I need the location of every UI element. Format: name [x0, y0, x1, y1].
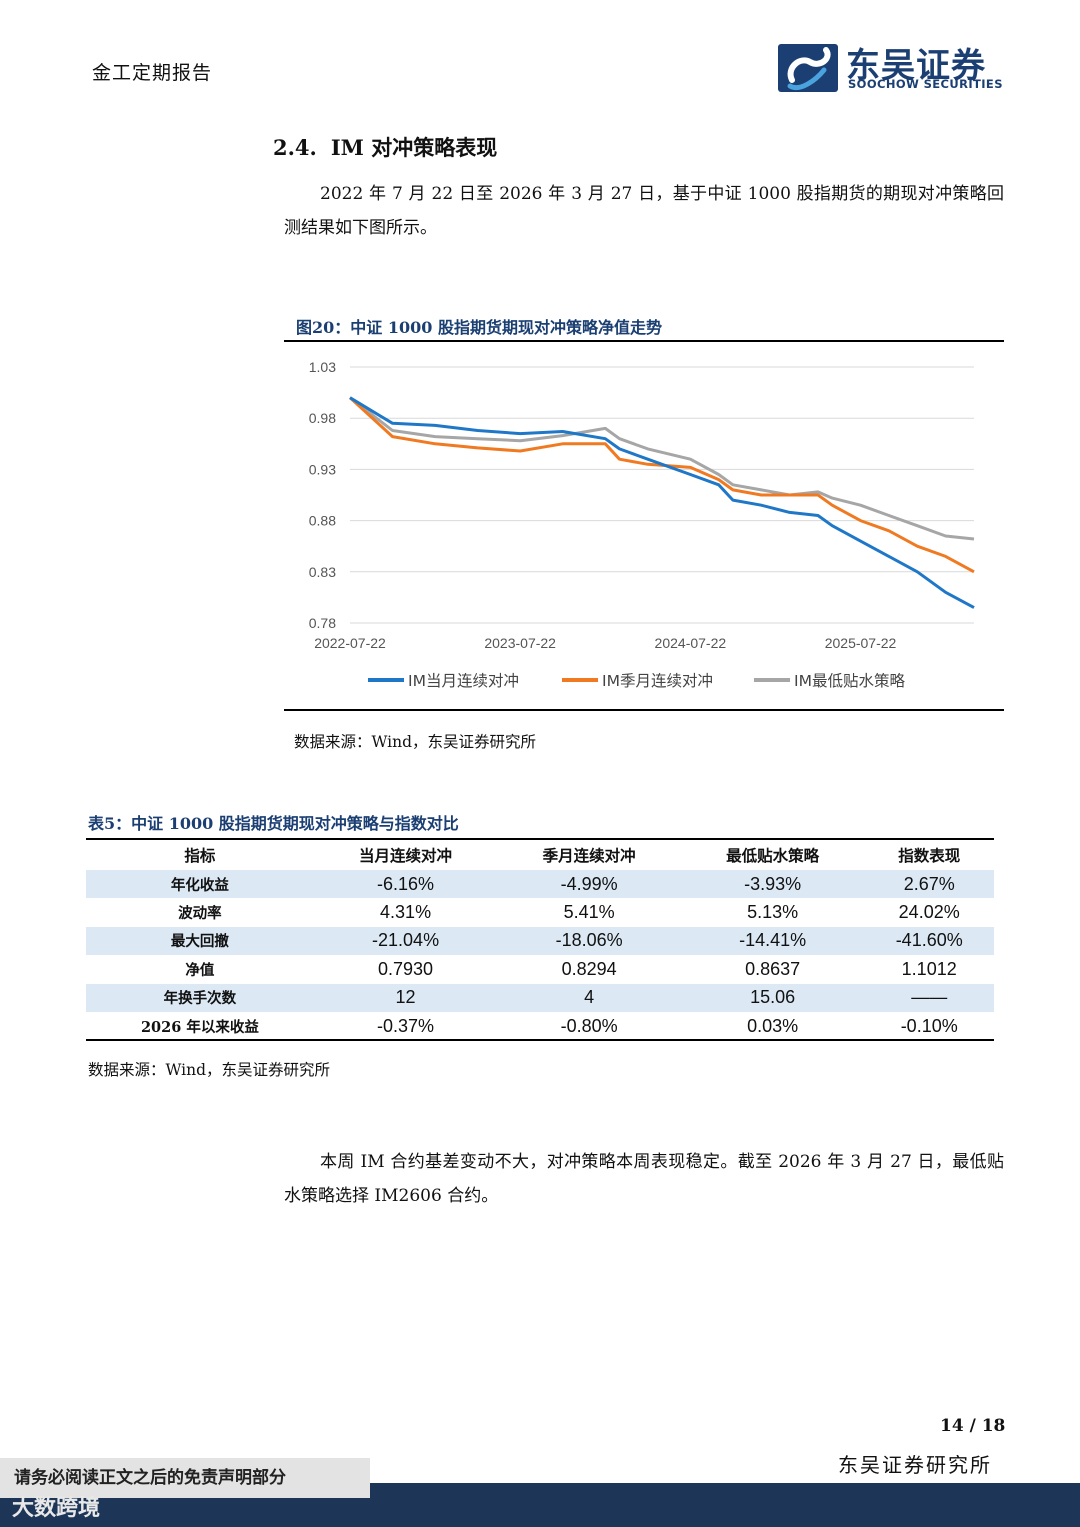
row-label: 净值 [185, 961, 215, 979]
table-cell: -14.41% [680, 926, 865, 956]
y-tick-label: 0.93 [309, 461, 336, 477]
table-cell: 0.8294 [561, 958, 617, 979]
legend-label: IM最低贴水策略 [794, 672, 905, 690]
table-cell: 1.1012 [901, 958, 957, 979]
brand-name-cn: 东吴证券 [846, 46, 986, 86]
y-tick-label: 1.03 [309, 359, 336, 375]
table-cell: 0.8637 [745, 958, 801, 979]
table-cell: 2.67% [864, 870, 994, 899]
report-type-label: 金工定期报告 [92, 62, 213, 84]
table-cell: 4 [497, 983, 681, 1012]
y-tick-label: 0.78 [309, 615, 336, 631]
table-cell: -0.10% [900, 1015, 958, 1036]
row-label: 年换手次数 [86, 983, 314, 1012]
section-heading: 2.4. IM 对冲策略表现 [273, 132, 497, 162]
table-row: 2026 年以来收益 -0.37% -0.80% 0.03% -0.10% [86, 1012, 994, 1040]
table-row: 最大回撤 -21.04% -18.06% -14.41% -41.60% [86, 926, 994, 956]
chart-series [348, 396, 975, 609]
figure-title: 图20：中证 1000 股指期货期现对冲策略净值走势 [296, 318, 662, 337]
series-line-1 [348, 396, 975, 574]
footer-org: 东吴证券研究所 [838, 1453, 992, 1477]
legend-label: IM当月连续对冲 [408, 672, 519, 690]
row-label: 最大回撤 [86, 926, 314, 956]
table-cell: 0.7930 [378, 958, 434, 979]
x-tick-label: 2022-07-22 [314, 635, 386, 651]
page-number: 14 / 18 [940, 1416, 1006, 1436]
y-tick-label: 0.88 [309, 513, 336, 529]
comparison-table: 指标 当月连续对冲 季月连续对冲 最低贴水策略 指数表现 年化收益 -6.16%… [86, 840, 994, 1040]
chart-grid [350, 366, 974, 624]
table-title: 表5：中证 1000 股指期货期现对冲策略与指数对比 [88, 814, 459, 833]
y-tick-label: 0.98 [309, 410, 336, 426]
section-number: 2.4. [273, 135, 317, 160]
table-cell: -41.60% [864, 926, 994, 956]
table-cell: -0.37% [377, 1015, 435, 1036]
figure-bottom-rule [284, 709, 1004, 711]
y-axis: 1.03 0.98 0.93 0.88 0.83 0.78 [309, 359, 336, 631]
table-cell: 15.06 [680, 983, 865, 1012]
table-cell: 0.03% [747, 1015, 799, 1036]
table-cell: 4.31% [380, 902, 432, 923]
table-cell: -0.80% [560, 1015, 618, 1036]
x-tick-label: 2025-07-22 [825, 635, 897, 651]
header-cell: 指数表现 [898, 846, 961, 865]
table-bottom-rule [86, 1039, 994, 1041]
intro-paragraph: 2022 年 7 月 22 日至 2026 年 3 月 27 日，基于中证 10… [284, 184, 1004, 238]
conclusion-paragraph: 本周 IM 合约基差变动不大，对冲策略本周表现稳定。截至 2026 年 3 月 … [284, 1152, 1004, 1206]
brand-name-en: SOOCHOW SECURITIES [848, 77, 1003, 91]
table-cell: 12 [313, 983, 498, 1012]
section-title: IM 对冲策略表现 [330, 135, 498, 160]
x-tick-label: 2023-07-22 [484, 635, 556, 651]
row-label: 年化收益 [86, 870, 314, 899]
table-row: 净值 0.7930 0.8294 0.8637 1.1012 [86, 955, 994, 983]
x-axis: 2022-07-22 2023-07-22 2024-07-22 2025-07-22 [314, 635, 896, 651]
row-label: 2026 年以来收益 [140, 1018, 259, 1036]
company-logo [778, 44, 838, 92]
table-row: 年化收益 -6.16% -4.99% -3.93% 2.67% [86, 870, 994, 899]
net-value-chart: 1.03 0.98 0.93 0.88 0.83 0.78 2022-07-22 2023-… [309, 359, 975, 690]
series-line-0 [349, 396, 975, 609]
table-cell: 5.13% [747, 902, 799, 923]
legend-label: IM季月连续对冲 [602, 672, 713, 690]
table-cell: —— [864, 983, 994, 1012]
figure-source: 数据来源：Wind，东吴证券研究所 [294, 733, 537, 751]
header-cell: 最低贴水策略 [726, 846, 820, 865]
table-cell: 24.02% [898, 902, 960, 923]
header-cell: 季月连续对冲 [542, 846, 636, 865]
table-top-rule [86, 838, 994, 840]
table-header-row: 指标 当月连续对冲 季月连续对冲 最低贴水策略 指数表现 [86, 840, 994, 870]
table-cell: 5.41% [563, 902, 615, 923]
chart-legend: IM当月连续对冲 IM季月连续对冲 IM最低贴水策略 [368, 672, 905, 690]
series-line-2 [349, 396, 975, 541]
figure-top-rule [284, 340, 1004, 342]
header-cell: 当月连续对冲 [359, 846, 453, 865]
table-cell: -21.04% [313, 926, 498, 956]
disclaimer-notice: 请务必阅读正文之后的免责声明部分 [0, 1458, 370, 1498]
header-cell: 指标 [184, 846, 216, 865]
table-row: 年换手次数 12 4 15.06 —— [86, 983, 994, 1012]
x-tick-label: 2024-07-22 [655, 635, 727, 651]
table-source: 数据来源：Wind，东吴证券研究所 [88, 1061, 331, 1079]
table-cell: -18.06% [497, 926, 681, 956]
table-cell: -3.93% [680, 870, 865, 899]
row-label: 波动率 [178, 905, 222, 923]
table-cell: -4.99% [497, 870, 681, 899]
table-row: 波动率 4.31% 5.41% 5.13% 24.02% [86, 898, 994, 926]
table-cell: -6.16% [313, 870, 498, 899]
watermark: 大数跨境 [12, 1496, 101, 1521]
y-tick-label: 0.83 [309, 564, 336, 580]
